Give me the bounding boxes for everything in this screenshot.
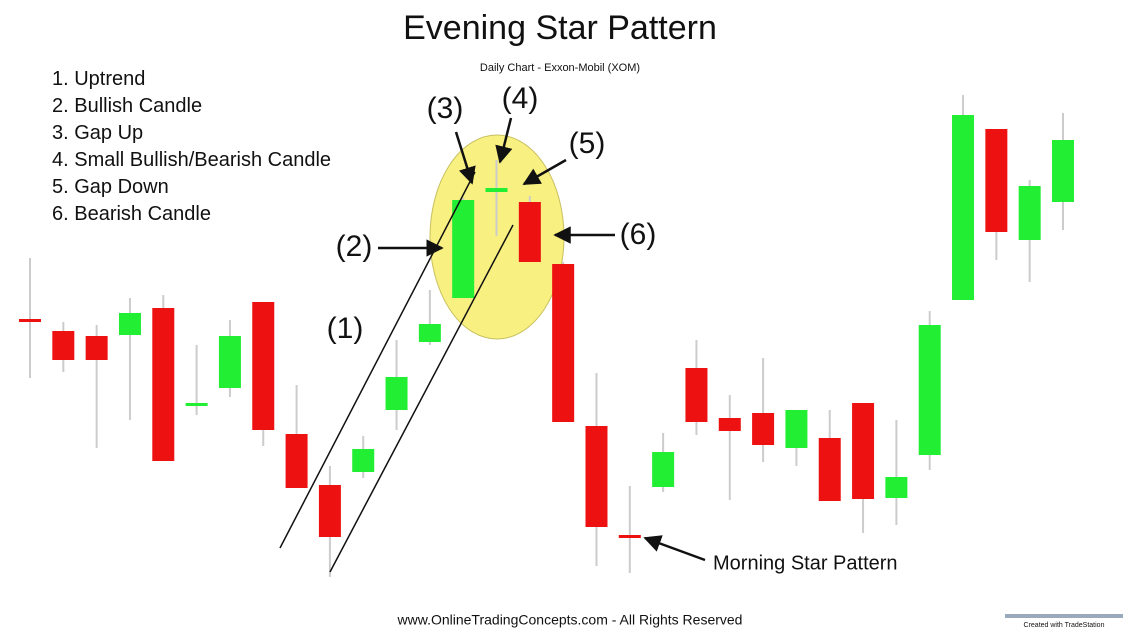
arrow [643, 535, 706, 562]
candle-body [485, 188, 508, 192]
candle-body [918, 325, 941, 455]
arrow [454, 131, 476, 185]
annotation: (2) [336, 230, 373, 263]
candle-body [785, 410, 808, 448]
annotation: (6) [620, 218, 657, 251]
arrow [522, 158, 567, 186]
candle-body [718, 418, 741, 431]
candle-body [85, 336, 108, 360]
candle-body [985, 129, 1008, 232]
arrow [495, 117, 513, 164]
legend-item: 3. Gap Up [52, 122, 144, 144]
arrows [279, 117, 706, 573]
candle-body [19, 319, 41, 322]
candle-body [318, 485, 341, 537]
annotation: (4) [502, 82, 539, 115]
trend-line [279, 171, 476, 549]
candle-body [352, 449, 375, 472]
chart-title: Evening Star Pattern [403, 9, 717, 47]
candle-body [285, 434, 308, 488]
footer: www.OnlineTradingConcepts.com - All Righ… [397, 612, 743, 628]
candle-body [585, 426, 608, 527]
legend-item: 4. Small Bullish/Bearish Candle [52, 149, 332, 171]
candle-body [152, 308, 175, 461]
candles [19, 95, 1074, 577]
candle-body [52, 331, 75, 360]
candle-body [218, 336, 241, 388]
annotation: (1) [327, 312, 364, 345]
legend: 1. Uptrend 2. Bullish Candle 3. Gap Up 4. S… [52, 66, 342, 228]
candle-body [1052, 140, 1074, 202]
candle-body [252, 302, 275, 430]
candle-body [185, 403, 208, 406]
candle-body [1018, 186, 1041, 240]
candle-body [618, 535, 641, 538]
legend-item: 6. Bearish Candle [52, 203, 211, 225]
chart-subtitle: Daily Chart - Exxon-Mobil (XOM) [480, 62, 640, 74]
legend-item: 2. Bullish Candle [52, 95, 203, 117]
legend-item: 5. Gap Down [52, 176, 169, 198]
candle-body [452, 200, 475, 298]
candle-body [518, 202, 541, 262]
candle-body [418, 324, 441, 342]
credit-bar [1005, 614, 1123, 618]
candle-body [885, 477, 908, 498]
candle-body [118, 313, 141, 335]
candle-body [852, 403, 875, 499]
annotation: Morning Star Pattern [713, 552, 898, 574]
candle-body [952, 115, 975, 300]
trend-line [329, 224, 514, 573]
candle-body [752, 413, 775, 445]
candle-body [652, 452, 675, 487]
candle-body [685, 368, 708, 422]
candle-body [552, 264, 575, 422]
credit: Created with TradeStation [1024, 622, 1105, 629]
annotation: (3) [427, 92, 464, 125]
legend-item: 1. Uptrend [52, 68, 146, 90]
candle-body [385, 377, 408, 410]
candle-body [818, 438, 841, 501]
annotation: (5) [569, 127, 606, 160]
